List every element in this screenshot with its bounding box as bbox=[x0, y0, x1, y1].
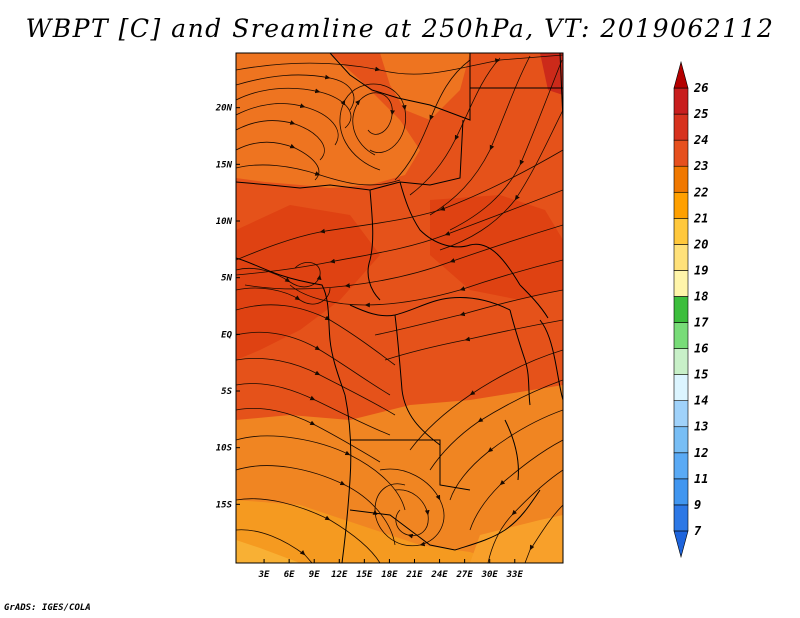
field-cool-east bbox=[430, 195, 563, 300]
field-yellow-se bbox=[470, 515, 563, 563]
colorbar-label: 19 bbox=[694, 263, 708, 277]
colorbar-label: 12 bbox=[694, 446, 708, 460]
x-tick-label: 9E bbox=[309, 570, 320, 580]
colorbar: 7 9 11 12 13 14 15 16 17 18 19 20 21 22 23 24 25 26 bbox=[673, 60, 709, 559]
y-tick-label: 10N bbox=[216, 217, 233, 227]
colorbar-segment bbox=[673, 296, 689, 323]
colorbar-segment bbox=[673, 270, 689, 297]
colorbar-segment bbox=[673, 452, 689, 480]
y-tick-label: EQ bbox=[221, 330, 232, 340]
x-tick-label: 12E bbox=[331, 570, 348, 580]
colorbar-segment bbox=[673, 322, 689, 349]
colorbar-segment bbox=[673, 191, 689, 219]
field-hot-ne bbox=[540, 53, 563, 95]
x-axis: 3E 6E 9E 12E 15E 18E 21E 24E 27E 30E 33E bbox=[258, 559, 524, 580]
x-tick-label: 18E bbox=[381, 570, 398, 580]
x-tick-label: 15E bbox=[356, 570, 373, 580]
colorbar-label: 20 bbox=[693, 237, 708, 251]
colorbar-label: 11 bbox=[694, 472, 708, 486]
colorbar-label: 15 bbox=[694, 368, 708, 382]
colorbar-label: 26 bbox=[693, 81, 708, 95]
colorbar-segment bbox=[673, 87, 689, 115]
footer-credit: GrADS: IGES/COLA bbox=[4, 603, 91, 613]
x-tick-label: 3E bbox=[258, 570, 270, 580]
x-tick-label: 27E bbox=[455, 570, 473, 580]
colorbar-label: 18 bbox=[694, 289, 708, 303]
colorbar-segment bbox=[673, 426, 689, 454]
y-tick-label: 15N bbox=[216, 160, 233, 170]
x-tick-label: 24E bbox=[430, 570, 448, 580]
colorbar-label: 24 bbox=[693, 133, 708, 147]
colorbar-label: 7 bbox=[694, 524, 702, 538]
field-warmer-south bbox=[236, 500, 500, 563]
colorbar-segment bbox=[673, 165, 689, 193]
colorbar-segment bbox=[673, 530, 689, 559]
colorbar-label: 14 bbox=[694, 394, 708, 408]
y-tick-label: 5N bbox=[221, 274, 232, 284]
colorbar-label: 13 bbox=[694, 420, 708, 434]
y-tick-label: 20N bbox=[215, 104, 233, 114]
colorbar-label: 23 bbox=[693, 159, 708, 173]
colorbar-label: 16 bbox=[694, 342, 708, 356]
x-tick-label: 21E bbox=[405, 570, 423, 580]
colorbar-segment bbox=[673, 60, 689, 89]
streamlines bbox=[236, 54, 563, 563]
colorbar-segment bbox=[673, 478, 689, 506]
colorbar-label: 25 bbox=[693, 107, 708, 121]
colorbar-segment bbox=[673, 374, 689, 401]
colorbar-label: 17 bbox=[694, 316, 709, 330]
field-yellow-sw bbox=[236, 540, 300, 563]
colorbar-label: 22 bbox=[693, 185, 708, 199]
colorbar-label: 9 bbox=[694, 498, 701, 512]
colorbar-segment bbox=[673, 139, 689, 167]
x-tick-label: 30E bbox=[481, 570, 499, 580]
x-tick-label: 6E bbox=[284, 570, 295, 580]
map-frame bbox=[235, 52, 564, 564]
y-tick-label: 5S bbox=[221, 387, 232, 397]
y-tick-label: 10S bbox=[216, 444, 233, 454]
y-tick-label: 15S bbox=[216, 500, 233, 510]
colorbar-label: 21 bbox=[693, 211, 708, 225]
colorbar-segment bbox=[673, 504, 689, 532]
colorbar-segment bbox=[673, 348, 689, 375]
chart-title: WBPT [C] and Sreamline at 250hPa, VT: 20… bbox=[25, 14, 775, 43]
colorbar-segment bbox=[673, 218, 689, 245]
y-axis: 20N 15N 10N 5N EQ 5S 10S 15S bbox=[215, 104, 240, 510]
colorbar-segment bbox=[673, 244, 689, 271]
colorbar-segment bbox=[673, 113, 689, 141]
colorbar-segment bbox=[673, 400, 689, 428]
x-tick-label: 33E bbox=[506, 570, 524, 580]
